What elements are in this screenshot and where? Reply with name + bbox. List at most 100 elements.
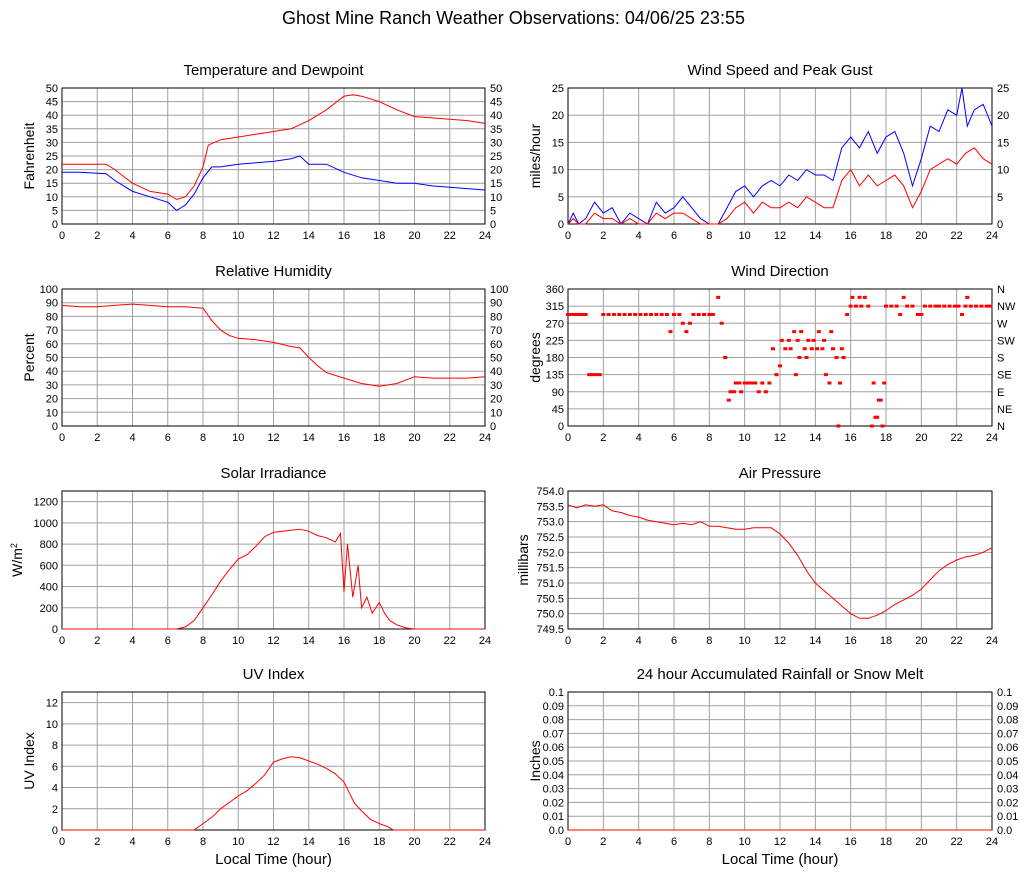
y-tick-label: 750.0 xyxy=(536,609,564,621)
right-tick-label: 0.06 xyxy=(997,742,1018,754)
x-tick-label: 8 xyxy=(706,230,712,242)
data-point xyxy=(684,330,689,334)
chart-title: Air Pressure xyxy=(739,465,822,482)
x-tick-label: 12 xyxy=(267,836,279,848)
x-tick-label: 2 xyxy=(94,230,100,242)
y-tick-label: 25 xyxy=(46,151,58,163)
right-tick-label: 20 xyxy=(997,110,1009,122)
chart-title: Temperature and Dewpoint xyxy=(183,62,364,79)
right-tick-label: 50 xyxy=(490,353,502,365)
y-tick-label: 750.5 xyxy=(536,593,564,605)
right-tick-label: 0.08 xyxy=(997,715,1018,727)
y-tick-label: 30 xyxy=(46,137,58,149)
x-tick-label: 20 xyxy=(915,432,927,444)
right-tick-label: SE xyxy=(997,370,1012,382)
x-tick-label: 8 xyxy=(200,635,206,647)
right-tick-label: 40 xyxy=(490,110,502,122)
data-point xyxy=(664,312,669,316)
plot-frame xyxy=(567,288,993,427)
data-point xyxy=(622,312,627,316)
data-point xyxy=(783,347,788,351)
x-tick-label: 4 xyxy=(636,432,642,444)
x-tick-label: 6 xyxy=(671,635,677,647)
data-point xyxy=(566,312,570,316)
right-tick-label: 25 xyxy=(997,83,1009,95)
right-tick-label: 0.03 xyxy=(997,784,1018,796)
y-tick-label: 80 xyxy=(46,311,58,323)
data-point xyxy=(774,373,779,377)
data-point xyxy=(853,304,858,308)
y-tick-label: 20 xyxy=(46,394,58,406)
right-tick-label: 100 xyxy=(490,284,508,296)
data-point xyxy=(802,347,807,351)
data-point xyxy=(815,347,820,351)
data-point xyxy=(915,312,920,316)
data-point xyxy=(952,304,957,308)
data-point xyxy=(710,312,715,316)
plot-frame xyxy=(61,691,486,831)
data-point xyxy=(889,304,894,308)
data-point xyxy=(963,304,968,308)
y-tick-label: 752.5 xyxy=(536,532,564,544)
right-tick-label: 5 xyxy=(997,192,1003,204)
data-point xyxy=(597,373,602,377)
right-tick-label: 0 xyxy=(490,219,496,231)
x-tick-label: 14 xyxy=(303,230,315,242)
data-point xyxy=(707,312,712,316)
x-tick-label: 4 xyxy=(129,432,135,444)
x-tick-label: 10 xyxy=(232,230,244,242)
plot-frame xyxy=(61,288,486,427)
right-tick-label: 0.04 xyxy=(997,770,1018,782)
data-point xyxy=(792,330,797,334)
y-tick-label: 35 xyxy=(46,124,58,136)
right-tick-label: 60 xyxy=(490,339,502,351)
data-point xyxy=(719,321,724,325)
x-tick-label: 18 xyxy=(880,230,892,242)
right-tick-label: 10 xyxy=(997,165,1009,177)
y-tick-label: 0 xyxy=(558,421,564,433)
y-tick-label: 0 xyxy=(52,421,58,433)
y-tick-label: 0.05 xyxy=(543,756,564,768)
data-point xyxy=(859,304,864,308)
data-point xyxy=(797,356,802,359)
data-point xyxy=(928,304,933,308)
data-point xyxy=(726,398,731,402)
data-point xyxy=(809,347,814,351)
right-tick-label: 0.09 xyxy=(997,701,1018,713)
x-tick-label: 0 xyxy=(565,635,571,647)
data-point xyxy=(988,304,993,308)
right-tick-label: 30 xyxy=(490,137,502,149)
x-tick-label: 6 xyxy=(671,230,677,242)
y-tick-label: 0.07 xyxy=(543,728,564,740)
y-tick-label: 5 xyxy=(52,205,58,217)
y-tick-label: 12 xyxy=(46,698,58,710)
x-tick-label: 16 xyxy=(845,432,857,444)
x-tick-label: 14 xyxy=(303,836,315,848)
x-tick-label: 18 xyxy=(373,432,385,444)
data-point xyxy=(576,312,581,316)
y-tick-label: 10 xyxy=(46,407,58,419)
data-point xyxy=(841,356,846,359)
plot-frame xyxy=(567,87,993,225)
right-tick-label: 0 xyxy=(490,421,496,433)
x-tick-label: 14 xyxy=(809,635,821,647)
data-point xyxy=(869,424,874,428)
x-tick-label: 0 xyxy=(59,635,65,647)
x-tick-label: 22 xyxy=(444,432,456,444)
data-point xyxy=(880,424,885,428)
x-tick-label: 4 xyxy=(636,635,642,647)
data-point xyxy=(922,304,927,308)
y-tick-label: 10 xyxy=(552,165,564,177)
chart-title: Wind Direction xyxy=(731,263,829,280)
y-tick-label: 0.1 xyxy=(549,687,564,699)
x-tick-label: 6 xyxy=(165,836,171,848)
x-tick-label: 12 xyxy=(774,230,786,242)
data-point xyxy=(716,295,721,299)
x-tick-label: 2 xyxy=(94,432,100,444)
x-tick-label: 4 xyxy=(129,230,135,242)
x-tick-label: 22 xyxy=(951,836,963,848)
x-tick-label: 4 xyxy=(636,230,642,242)
y-tick-label: 749.5 xyxy=(536,624,564,636)
x-tick-label: 22 xyxy=(444,836,456,848)
